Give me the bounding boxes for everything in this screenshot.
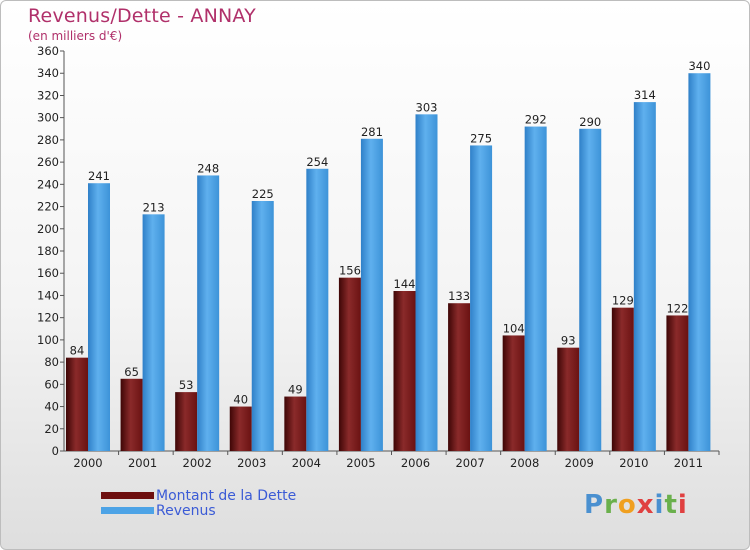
bar-dette — [66, 357, 88, 451]
y-tick-label: 40 — [44, 400, 59, 414]
legend-label-dette: Montant de la Dette — [156, 487, 297, 504]
bar-revenus — [88, 183, 110, 451]
logo-letter: t — [664, 490, 678, 520]
logo-letter: r — [604, 490, 618, 520]
bar-revenus — [251, 201, 274, 451]
y-tick-label: 340 — [37, 66, 59, 80]
data-label: 281 — [361, 125, 383, 139]
data-label: 133 — [448, 289, 470, 303]
y-tick-label: 300 — [37, 111, 59, 125]
bar-dette — [175, 392, 198, 451]
y-tick-label: 20 — [44, 422, 59, 436]
data-label: 340 — [688, 59, 710, 73]
x-tick-label: 2003 — [237, 456, 266, 470]
chart-title: Revenus/Dette - ANNAY — [28, 5, 256, 27]
x-tick-label: 2009 — [565, 456, 594, 470]
bar-dette — [229, 406, 252, 451]
y-tick-label: 0 — [52, 444, 59, 458]
data-label: 129 — [612, 294, 634, 308]
y-tick-label: 140 — [37, 288, 59, 302]
data-label: 254 — [306, 155, 328, 169]
bar-revenus — [688, 73, 711, 451]
y-tick-label: 280 — [37, 133, 59, 147]
legend-item-revenus: Revenus — [101, 502, 296, 519]
bar-revenus — [197, 175, 220, 451]
logo-letter: i — [654, 490, 665, 520]
logo-letter: o — [617, 490, 637, 520]
x-tick-label: 2004 — [292, 456, 321, 470]
x-tick-label: 2010 — [619, 456, 648, 470]
data-label: 225 — [252, 187, 274, 201]
bar-revenus — [579, 128, 602, 451]
bar-revenus — [633, 102, 656, 451]
chart-legend: Montant de la Dette Revenus — [101, 487, 297, 519]
x-tick-label: 2008 — [510, 456, 539, 470]
logo-letter: x — [636, 490, 655, 520]
bar-dette — [120, 378, 143, 451]
x-tick-label: 2001 — [128, 456, 157, 470]
data-label: 292 — [525, 113, 547, 127]
y-tick-label: 160 — [37, 266, 59, 280]
bar-dette — [666, 315, 689, 451]
data-label: 275 — [470, 131, 492, 145]
bar-revenus — [306, 168, 329, 451]
y-tick-label: 200 — [37, 222, 59, 236]
x-tick-label: 2000 — [73, 456, 102, 470]
bar-dette — [448, 303, 471, 451]
legend-item-dette: Montant de la Dette — [101, 487, 297, 504]
data-label: 248 — [197, 161, 219, 175]
y-tick-label: 120 — [37, 311, 59, 325]
data-label: 49 — [288, 383, 303, 397]
logo-letter: i — [677, 490, 688, 520]
bar-dette — [338, 277, 361, 451]
y-tick-label: 320 — [37, 88, 59, 102]
legend-label-revenus: Revenus — [156, 502, 216, 519]
bar-revenus — [360, 138, 383, 451]
data-label: 40 — [233, 393, 248, 407]
y-tick-label: 60 — [44, 377, 59, 391]
bar-revenus — [415, 114, 438, 451]
x-tick-label: 2002 — [183, 456, 212, 470]
data-label: 65 — [124, 365, 139, 379]
y-tick-label: 80 — [44, 355, 59, 369]
bar-dette — [557, 347, 580, 451]
legend-swatch-dette — [101, 492, 154, 499]
y-tick-label: 220 — [37, 200, 59, 214]
data-label: 314 — [634, 88, 656, 102]
bar-revenus — [524, 126, 547, 452]
y-tick-label: 360 — [37, 44, 59, 58]
bar-dette — [393, 291, 416, 451]
chart-subtitle: (en milliers d'€) — [28, 29, 123, 43]
data-label: 53 — [179, 378, 194, 392]
bar-dette — [611, 307, 634, 451]
legend-swatch-revenus — [101, 507, 154, 514]
bar-dette — [284, 396, 307, 451]
x-tick-label: 2007 — [455, 456, 484, 470]
y-tick-label: 240 — [37, 177, 59, 191]
proxiti-logo: Proxiti — [584, 490, 688, 520]
x-tick-label: 2006 — [401, 456, 430, 470]
data-label: 303 — [416, 100, 438, 114]
logo-letter: P — [584, 490, 605, 520]
y-tick-label: 100 — [37, 333, 59, 347]
data-label: 144 — [394, 277, 416, 291]
data-label: 156 — [339, 264, 361, 278]
data-label: 290 — [579, 115, 601, 129]
y-tick-label: 180 — [37, 244, 59, 258]
data-label: 122 — [666, 301, 688, 315]
data-label: 93 — [561, 334, 576, 348]
bar-dette — [502, 335, 525, 451]
bar-revenus — [470, 145, 493, 451]
x-tick-label: 2005 — [346, 456, 375, 470]
data-label: 104 — [503, 321, 525, 335]
data-label: 241 — [88, 169, 110, 183]
data-label: 213 — [143, 200, 165, 214]
bar-revenus — [142, 214, 165, 451]
y-tick-label: 260 — [37, 155, 59, 169]
x-tick-label: 2011 — [674, 456, 703, 470]
data-label: 84 — [70, 344, 85, 358]
